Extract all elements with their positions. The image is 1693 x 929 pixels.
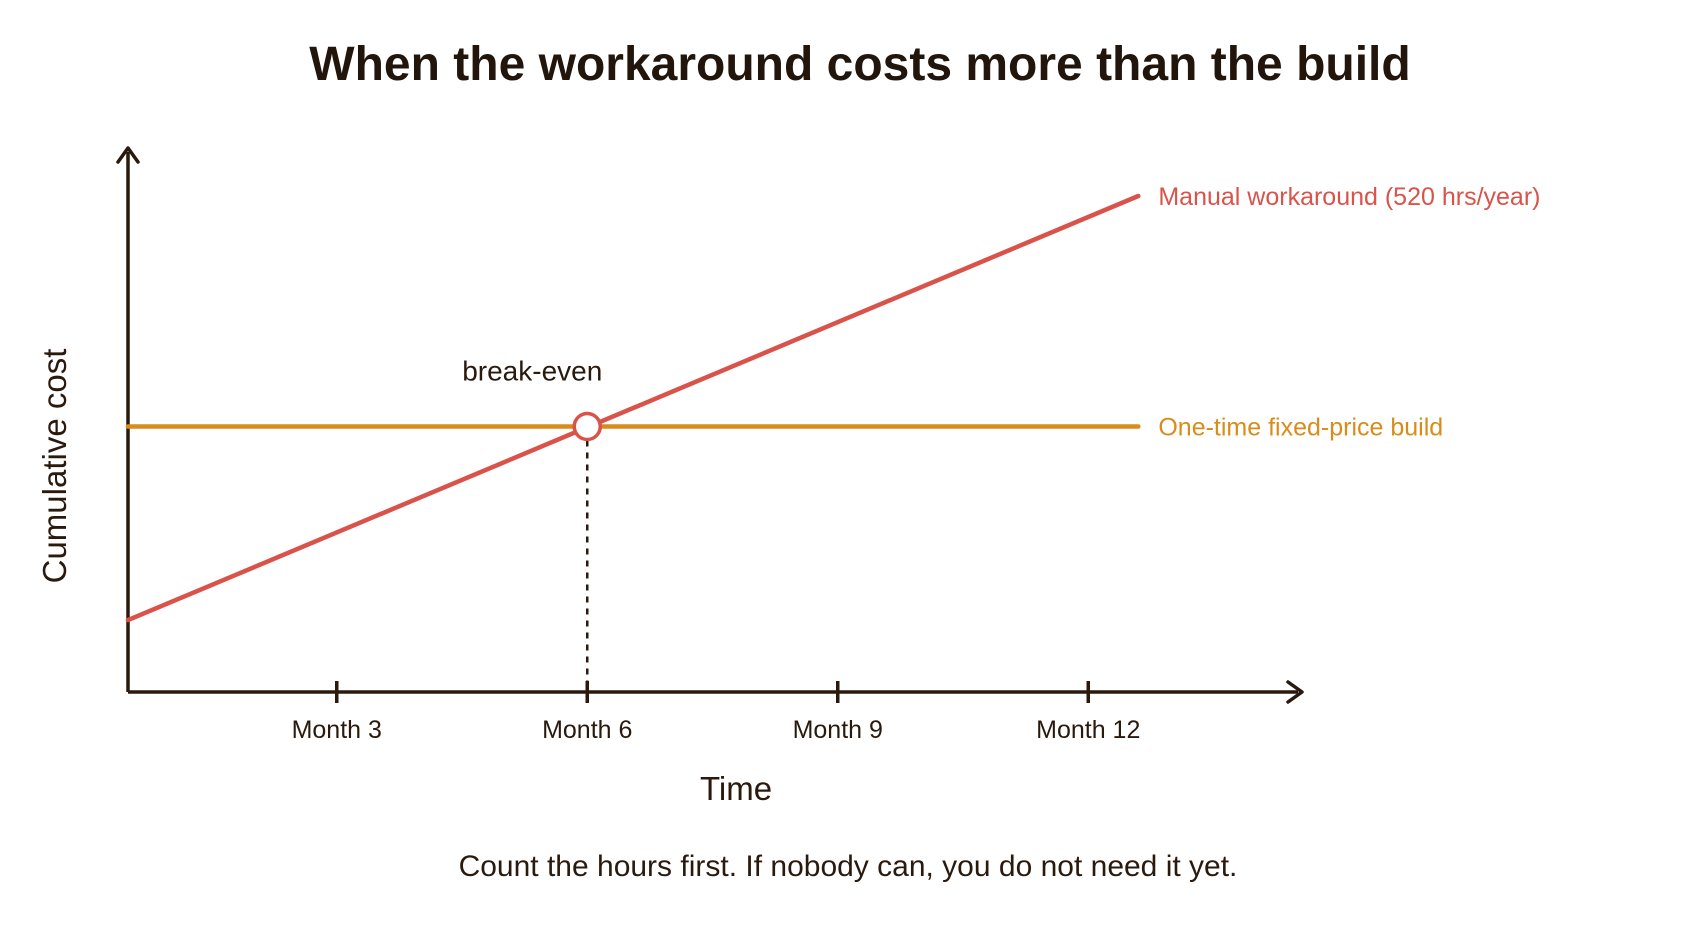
- y-axis-arrow: [116, 146, 140, 164]
- x-tick-label: Month 6: [542, 716, 632, 744]
- x-tick-label: Month 12: [1036, 716, 1140, 744]
- chart-title: When the workaround costs more than the …: [309, 38, 1410, 91]
- x-axis-arrow: [1286, 680, 1304, 704]
- series-line-manual-workaround: [125, 193, 1141, 623]
- axes: [116, 146, 1304, 704]
- caption: Count the hours first. If nobody can, yo…: [459, 850, 1238, 883]
- break-even-label: break-even: [462, 356, 602, 387]
- series-layer: One-time fixed-price build Manual workaro…: [125, 183, 1540, 623]
- break-even-marker: [572, 411, 602, 442]
- x-ticks: Month 3 Month 6 Month 9 Month 12: [292, 681, 1140, 744]
- x-tick-label: Month 3: [292, 716, 382, 744]
- series-label-fixed-price-build: One-time fixed-price build: [1158, 414, 1443, 442]
- x-tick-label: Month 9: [793, 716, 883, 744]
- series-label-manual-workaround: Manual workaround (520 hrs/year): [1158, 183, 1540, 211]
- x-axis-title: Time: [700, 770, 772, 807]
- y-axis-title: Cumulative cost: [36, 349, 73, 584]
